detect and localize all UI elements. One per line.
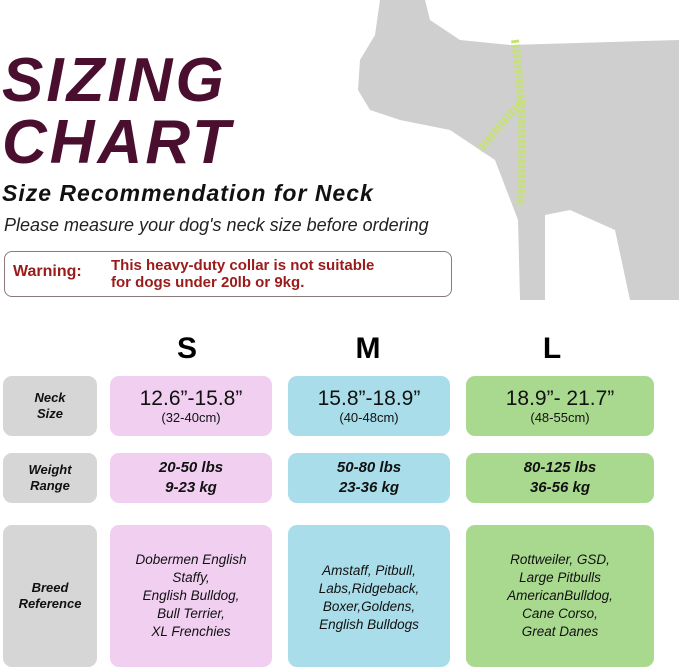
breed-line: Cane Corso,	[522, 606, 598, 621]
weight-lbs: 50-80 lbs	[336, 459, 402, 476]
neck-cm: (40-48cm)	[339, 409, 399, 425]
neck-inches: 18.9”- 21.7”	[505, 386, 615, 410]
breed-line: Great Danes	[521, 624, 599, 639]
breed-line: Labs,Ridgeback,	[318, 581, 420, 596]
breeds-m: Amstaff, Pitbull, Labs,Ridgeback, Boxer,Go…	[288, 525, 450, 667]
row-label-breed: Breed Reference	[3, 525, 97, 667]
warning-line: for dogs under 20lb or 9kg.	[111, 274, 305, 291]
neck-inches: 12.6”-15.8”	[139, 386, 243, 410]
breed-line: English Bulldogs	[319, 617, 419, 632]
neck-m: 15.8”-18.9” (40-48cm)	[288, 376, 450, 436]
warning-label: Warning:	[13, 263, 82, 280]
row-label-weight: Weight Range	[3, 453, 97, 503]
weight-lbs: 20-50 lbs	[158, 459, 224, 476]
weight-kg: 36-56 kg	[529, 479, 591, 496]
size-header-s: S	[176, 332, 197, 365]
label-text: Range	[30, 478, 70, 493]
breed-line: Amstaff, Pitbull,	[322, 563, 416, 578]
breeds-s: Dobermen English Staffy, English Bulldog, B…	[110, 525, 272, 667]
title-line-2: CHART	[2, 108, 233, 177]
weight-kg: 23-36 kg	[338, 479, 400, 496]
size-header-l: L	[542, 332, 562, 365]
label-text: Neck	[34, 390, 66, 405]
neck-cm: (48-55cm)	[530, 409, 590, 425]
title-line-1: SIZING	[2, 46, 227, 115]
warning-box: Warning: This heavy-duty collar is not s…	[4, 251, 452, 297]
breed-line: Boxer,Goldens,	[322, 599, 416, 614]
neck-cm: (32-40cm)	[161, 409, 221, 425]
breed-line: Dobermen English	[135, 552, 247, 567]
weight-kg: 9-23 kg	[165, 479, 217, 496]
neck-l: 18.9”- 21.7” (48-55cm)	[466, 376, 654, 436]
label-text: Reference	[18, 596, 82, 611]
breed-line: XL Frenchies	[151, 624, 231, 639]
measure-note: Please measure your dog's neck size befo…	[4, 215, 429, 235]
breed-line: Rottweiler, GSD,	[510, 552, 610, 567]
breed-line: English Bulldog,	[142, 588, 240, 603]
weight-m: 50-80 lbs 23-36 kg	[288, 453, 450, 503]
weight-l: 80-125 lbs 36-56 kg	[466, 453, 654, 503]
dog-illustration	[358, 0, 679, 300]
warning-line: This heavy-duty collar is not suitable	[111, 257, 375, 274]
neck-inches: 15.8”-18.9”	[317, 386, 421, 410]
breed-line: Staffy,	[172, 570, 210, 585]
breed-line: Large Pitbulls	[519, 570, 601, 585]
label-text: Weight	[28, 462, 72, 477]
breeds-l: Rottweiler, GSD, Large Pitbulls AmericanBu…	[466, 525, 654, 667]
breed-line: AmericanBulldog,	[507, 588, 613, 603]
label-text: Breed	[31, 580, 69, 595]
weight-lbs: 80-125 lbs	[523, 459, 597, 476]
weight-s: 20-50 lbs 9-23 kg	[110, 453, 272, 503]
warning-text: This heavy-duty collar is not suitable f…	[111, 257, 374, 291]
neck-s: 12.6”-15.8” (32-40cm)	[110, 376, 272, 436]
label-text: Size	[36, 406, 63, 421]
breed-line: Bull Terrier,	[157, 606, 225, 621]
size-header-m: M	[355, 332, 381, 365]
subtitle: Size Recommendation for Neck	[2, 180, 374, 206]
row-label-neck: Neck Size	[3, 376, 97, 436]
